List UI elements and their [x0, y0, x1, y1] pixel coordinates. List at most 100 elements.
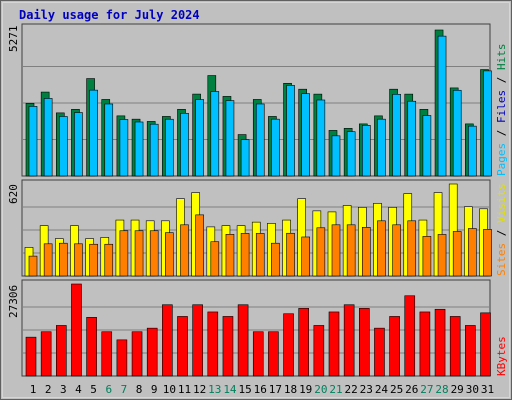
hits-files-bar	[225, 100, 235, 177]
kbytes-ymax-label: 27306	[7, 285, 20, 318]
hits-files-bar	[210, 91, 220, 177]
kbytes-kbytes-bar	[237, 304, 249, 377]
hits-files-bar	[316, 99, 326, 177]
kbytes-kbytes-bar	[101, 331, 113, 377]
hits-files-bar	[422, 115, 432, 177]
legend-hits: Hits	[495, 44, 508, 71]
x-day-label: 21	[329, 383, 342, 396]
kbytes-kbytes-bar	[404, 295, 416, 377]
visits-sites-bar	[452, 231, 462, 277]
visits-sites-bar	[240, 233, 250, 277]
kbytes-kbytes-bar	[283, 313, 294, 377]
x-day-label: 3	[60, 383, 67, 396]
kbytes-kbytes-bar	[86, 317, 97, 377]
legend-visits: Visits	[495, 183, 508, 223]
legend-pages: Pages	[495, 143, 508, 176]
hits-files-bar	[74, 112, 83, 177]
kbytes-kbytes-bar	[328, 311, 340, 377]
hits-files-bar	[28, 106, 38, 177]
x-day-label: 6	[105, 383, 112, 396]
kbytes-kbytes-bar	[480, 312, 491, 377]
hits-files-bar	[255, 103, 265, 177]
kbytes-kbytes-bar	[71, 283, 82, 377]
kbytes-kbytes-bar	[298, 308, 310, 377]
hits-files-bar	[180, 112, 189, 177]
hits-files-bar	[104, 103, 114, 177]
x-day-label: 8	[136, 383, 143, 396]
legend-slash-2: /	[495, 70, 508, 90]
visits-sites-bar	[195, 214, 204, 277]
visits-sites-bar	[271, 242, 280, 277]
hits-files-bar	[301, 93, 311, 177]
x-day-label: 13	[208, 383, 221, 396]
visits-sites-bar	[43, 243, 53, 277]
hits-files-bar	[331, 135, 341, 177]
x-day-label: 28	[435, 383, 448, 396]
kbytes-kbytes-bar	[25, 336, 37, 377]
hits-files-bar	[346, 131, 356, 177]
x-day-label: 1	[30, 383, 37, 396]
visits-sites-bar	[149, 230, 159, 277]
kbytes-kbytes-bar	[389, 316, 400, 377]
visits-sites-bar	[316, 227, 326, 277]
legend-slash-3: /	[495, 223, 508, 243]
kbytes-kbytes-bar	[131, 331, 143, 377]
kbytes-kbytes-bar	[222, 316, 234, 377]
kbytes-kbytes-bar	[40, 331, 52, 377]
kbytes-kbytes-bar	[313, 325, 325, 377]
visits-legend: Sites / Visits	[495, 183, 508, 276]
visits-sites-bar	[286, 232, 295, 277]
kbytes-kbytes-bar	[268, 331, 279, 377]
hits-legend: Pages / Files / Hits	[495, 44, 508, 177]
kbytes-legend: KBytes	[495, 336, 508, 376]
kbytes-kbytes-bar	[192, 304, 203, 377]
visits-ymax-label: 620	[7, 184, 20, 204]
hits-files-bar	[361, 125, 371, 177]
visits-sites-bar	[255, 233, 265, 277]
visits-sites-bar	[346, 224, 356, 277]
x-day-label: 17	[269, 383, 282, 396]
visits-sites-bar	[89, 243, 98, 277]
x-day-label: 25	[390, 383, 403, 396]
x-day-label: 7	[121, 383, 128, 396]
x-day-label: 30	[466, 383, 479, 396]
x-day-label: 4	[75, 383, 82, 396]
hits-ymax-label: 5271	[7, 26, 20, 53]
kbytes-kbytes-bar	[207, 311, 219, 377]
kbytes-kbytes-bar	[374, 327, 385, 377]
hits-files-bar	[149, 123, 159, 177]
hits-files-bar	[407, 100, 417, 177]
visits-sites-bar	[28, 255, 38, 277]
x-day-label: 10	[163, 383, 176, 396]
x-day-label: 26	[405, 383, 418, 396]
x-day-label: 12	[193, 383, 206, 396]
visits-sites-bar	[422, 236, 432, 277]
visits-sites-bar	[301, 236, 311, 277]
x-day-label: 29	[451, 383, 464, 396]
x-day-label: 27	[420, 383, 433, 396]
hits-files-bar	[392, 93, 401, 177]
hits-files-bar	[452, 89, 462, 177]
kbytes-kbytes-bar	[343, 304, 355, 377]
kbytes-kbytes-bar	[116, 339, 128, 377]
hits-files-bar	[483, 70, 492, 177]
legend-sites: Sites	[495, 243, 508, 276]
visits-sites-bar	[104, 243, 114, 277]
x-day-label: 31	[481, 383, 494, 396]
legend-kbytes: KBytes	[495, 336, 508, 376]
x-day-label: 15	[238, 383, 251, 396]
visits-sites-bar	[437, 234, 447, 277]
hits-files-bar	[58, 116, 68, 177]
hits-files-bar	[165, 118, 174, 177]
x-day-label: 23	[360, 383, 373, 396]
bars	[24, 29, 492, 377]
visits-sites-bar	[392, 224, 401, 277]
hits-files-bar	[468, 125, 477, 177]
hits-files-bar	[119, 119, 129, 177]
visits-sites-bar	[483, 229, 492, 277]
x-day-label: 18	[284, 383, 297, 396]
x-axis-day-labels: 1 2 3 4 5 6 7 8 9 10 11 12 13 14 15 16 17 18 19 20 21 22 23 24 2…	[30, 383, 494, 396]
visits-sites-bar	[361, 227, 371, 277]
